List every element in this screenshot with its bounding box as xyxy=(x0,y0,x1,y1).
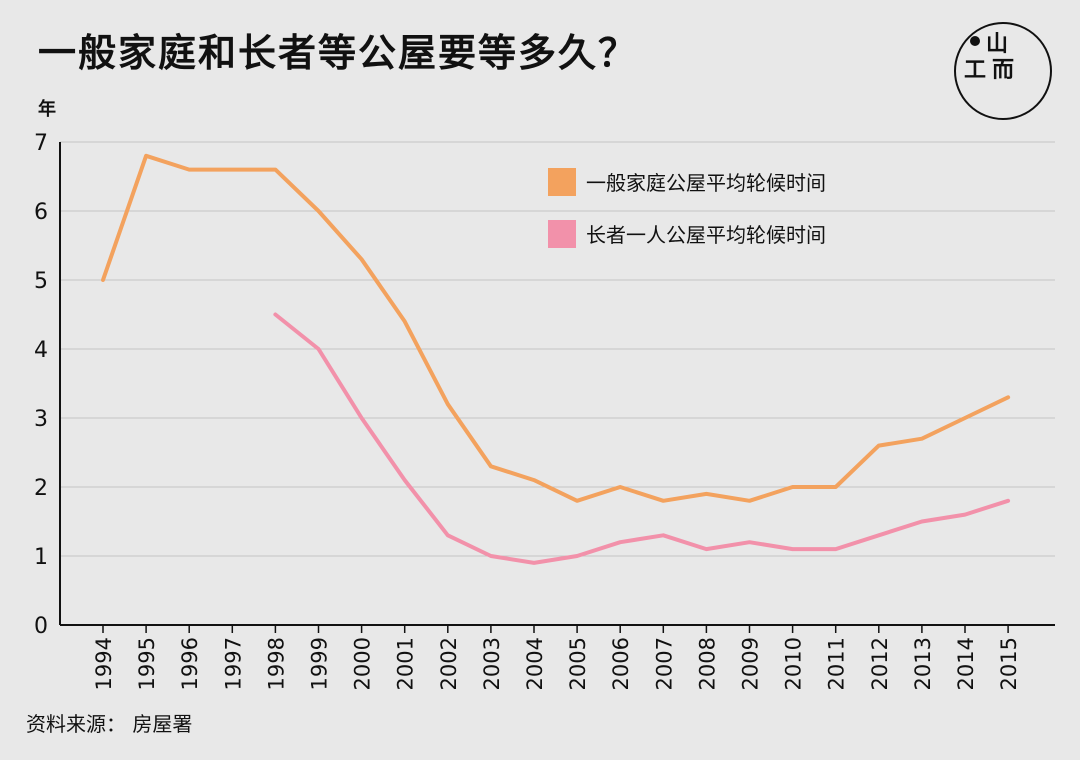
series-line-2 xyxy=(273,312,1011,565)
y-tick-label: 1 xyxy=(34,545,48,570)
x-tick-label: 1997 xyxy=(221,637,245,690)
x-tick-label: 2003 xyxy=(480,637,504,690)
x-tick-label: 2011 xyxy=(825,637,849,690)
logo-glyph-right: 而 xyxy=(992,58,1015,83)
logo-dot xyxy=(970,36,980,46)
series-line-1 xyxy=(101,153,1011,503)
logo-glyph-left: 工 xyxy=(964,58,987,83)
x-tick-label: 2008 xyxy=(695,637,719,690)
x-tick-label: 2007 xyxy=(652,637,676,690)
y-tick-label: 4 xyxy=(34,338,48,363)
x-tick-label: 2009 xyxy=(739,637,763,690)
x-tick-label: 1995 xyxy=(135,637,159,690)
x-tick-label: 2006 xyxy=(609,637,633,690)
x-tick-label: 2005 xyxy=(566,637,590,690)
x-tick-label: 2012 xyxy=(868,637,892,690)
legend-label-2: 长者一人公屋平均轮候时间 xyxy=(586,223,826,247)
y-axis-label: 年 xyxy=(38,98,56,120)
brand-logo: 山 工 而 xyxy=(954,22,1052,120)
y-tick-label: 2 xyxy=(34,476,48,501)
x-tick-label: 2013 xyxy=(911,637,935,690)
legend-swatch-2 xyxy=(548,220,576,248)
line-chart: 0 1 2 3 4 5 6 7 年 1994 1995 1996 1997 1998 1999 2000 200… xyxy=(34,98,1055,690)
x-tick-label: 2001 xyxy=(394,637,418,690)
x-tick-label: 2004 xyxy=(523,637,547,690)
x-tick-label: 2000 xyxy=(351,637,375,690)
y-tick-label: 5 xyxy=(34,269,48,294)
y-tick-label: 7 xyxy=(34,131,48,156)
legend-label-1: 一般家庭公屋平均轮候时间 xyxy=(586,171,826,195)
x-tick-label: 2010 xyxy=(782,637,806,690)
x-tick-label: 2014 xyxy=(954,637,978,690)
legend-swatch-1 xyxy=(548,168,576,196)
x-tick-label: 1998 xyxy=(264,637,288,690)
logo-glyph-top: 山 xyxy=(986,32,1009,57)
source-note: 资料来源： 房屋署 xyxy=(26,712,193,736)
y-tick-label: 3 xyxy=(34,407,48,432)
chart-title: 一般家庭和长者等公屋要等多久？ xyxy=(38,31,639,75)
x-tick-label: 1999 xyxy=(308,637,332,690)
x-tick-label: 1996 xyxy=(178,637,202,690)
y-tick-label: 6 xyxy=(34,200,48,225)
x-tick-label: 2002 xyxy=(437,637,461,690)
x-tick-label: 2015 xyxy=(997,637,1021,690)
x-tick-label: 1994 xyxy=(92,637,116,690)
y-tick-label: 0 xyxy=(34,614,48,639)
